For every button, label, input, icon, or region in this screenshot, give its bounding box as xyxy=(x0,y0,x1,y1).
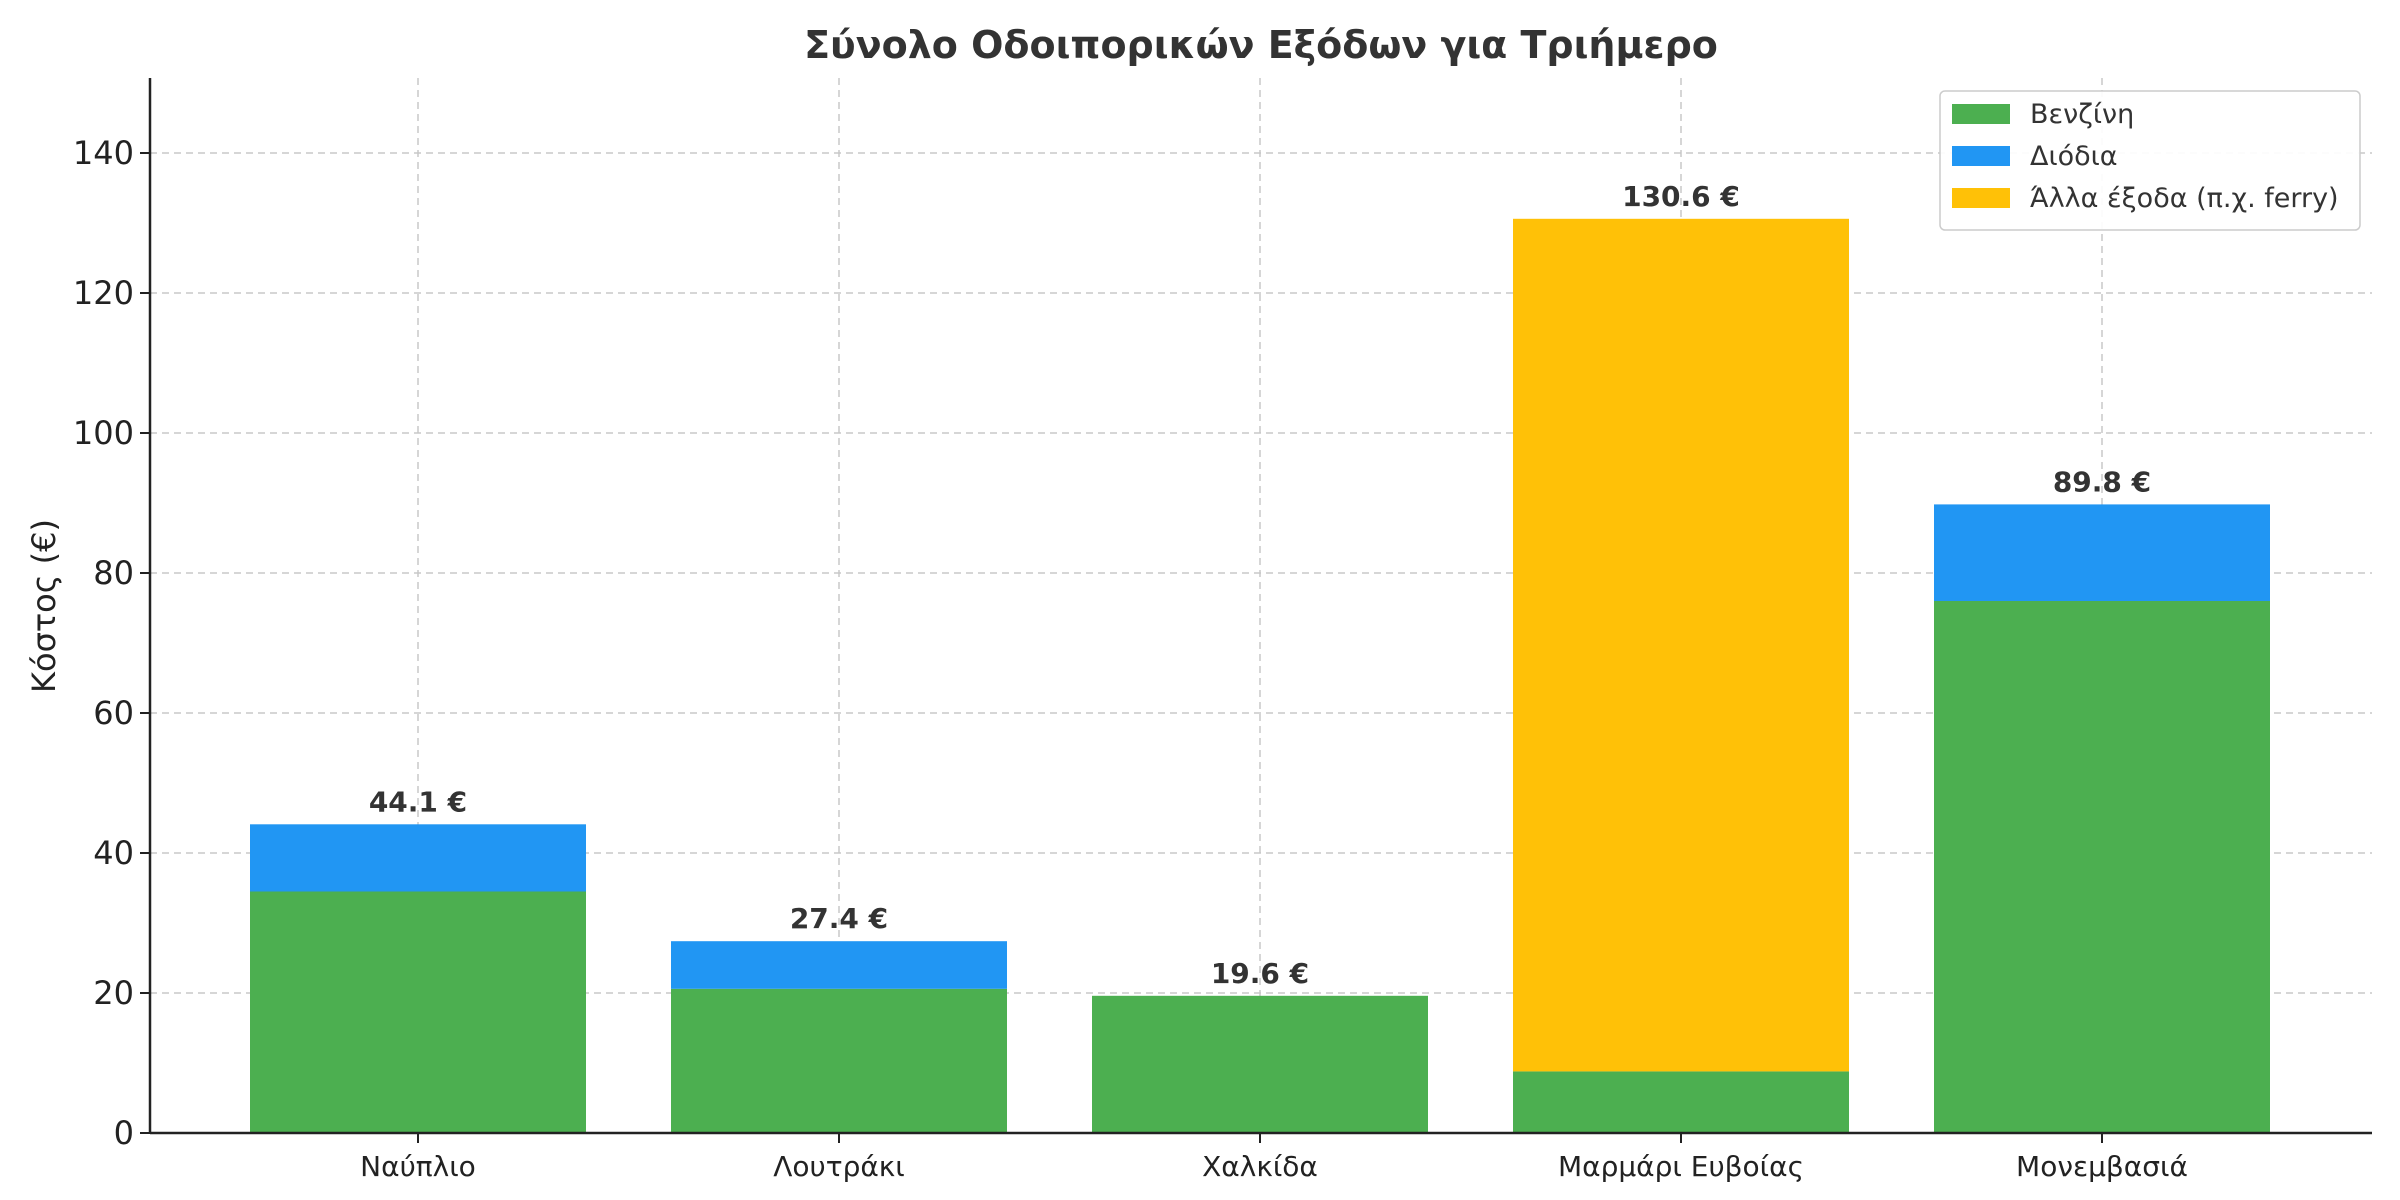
y-tick-labels: 0 20 40 60 80 100 120 140 xyxy=(73,134,150,1152)
y-tick-label: 120 xyxy=(73,274,134,312)
total-labels: 44.1 € 27.4 € 19.6 € 130.6 € 89.8 € xyxy=(369,180,2151,990)
y-tick-label: 60 xyxy=(93,694,134,732)
bars xyxy=(250,218,2270,1133)
legend-label: Βενζίνη xyxy=(2030,99,2134,130)
bar-segment xyxy=(250,891,586,1133)
legend: Βενζίνη Διόδια Άλλα έξοδα (π.χ. ferry) xyxy=(1939,90,2361,231)
y-tick-label: 0 xyxy=(114,1114,134,1152)
legend-swatch xyxy=(1952,146,2010,166)
bar-segment xyxy=(671,941,1007,989)
y-axis-label: Κόστος (€) xyxy=(25,519,63,693)
y-tick-label: 140 xyxy=(73,134,134,172)
bar-segment xyxy=(671,988,1007,1133)
legend-swatch xyxy=(1952,188,2010,208)
x-tick-label: Χαλκίδα xyxy=(1202,1150,1318,1183)
bar-segment xyxy=(1092,995,1428,1133)
y-tick-label: 100 xyxy=(73,414,134,452)
bar-total-label: 89.8 € xyxy=(2053,465,2151,498)
x-tick-label: Μαρμάρι Ευβοίας xyxy=(1558,1150,1804,1183)
chart-title: Σύνολο Οδοιπορικών Εξόδων για Τριήμερο xyxy=(804,23,1718,67)
x-tick-label: Λουτράκι xyxy=(773,1150,905,1183)
bar-segment xyxy=(250,824,586,892)
legend-swatch xyxy=(1952,104,2010,124)
y-tick-label: 40 xyxy=(93,834,134,872)
y-tick-label: 80 xyxy=(93,554,134,592)
x-tick-labels: Ναύπλιο Λουτράκι Χαλκίδα Μαρμάρι Ευβοίας Μον… xyxy=(360,1133,2188,1183)
x-tick-label: Μονεμβασιά xyxy=(2016,1150,2188,1183)
bar-segment xyxy=(1513,1071,1849,1133)
bar-total-label: 19.6 € xyxy=(1211,957,1309,990)
bar-segment xyxy=(1934,601,2270,1133)
bar-total-label: 130.6 € xyxy=(1622,180,1740,213)
x-tick-label: Ναύπλιο xyxy=(360,1150,476,1183)
bar-segment xyxy=(1934,504,2270,601)
legend-frame xyxy=(1939,90,2361,231)
y-tick-label: 20 xyxy=(93,974,134,1012)
legend-label: Άλλα έξοδα (π.χ. ferry) xyxy=(2030,183,2339,214)
bar-segment xyxy=(1513,218,1849,1072)
bar-total-label: 44.1 € xyxy=(369,785,467,818)
legend-label: Διόδια xyxy=(2030,141,2118,172)
bar-total-label: 27.4 € xyxy=(790,902,888,935)
